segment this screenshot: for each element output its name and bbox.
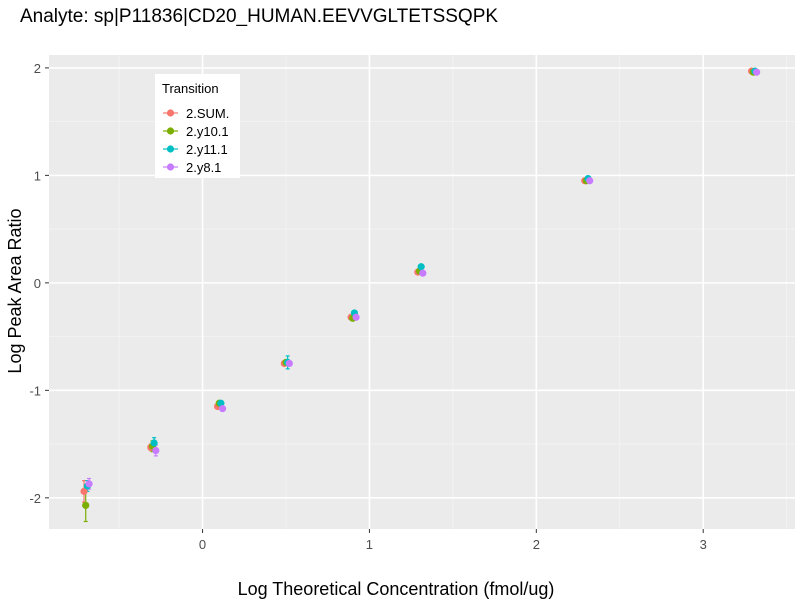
data-point <box>352 313 360 321</box>
legend-key-point <box>166 109 175 117</box>
data-points <box>80 67 761 509</box>
data-point <box>417 263 425 271</box>
data-point <box>82 501 90 509</box>
data-point <box>285 359 293 368</box>
data-point <box>152 446 160 455</box>
legend-item-label: 2.y8.1 <box>186 160 221 175</box>
data-point <box>753 68 761 76</box>
x-tick-label: 0 <box>199 537 206 552</box>
data-point <box>150 439 158 447</box>
chart-title: Analyte: sp|P11836|CD20_HUMAN.EEVVGLTETS… <box>20 6 498 27</box>
x-axis-label: Log Theoretical Concentration (fmol/ug) <box>238 579 555 599</box>
data-point <box>80 487 88 495</box>
legend: Transition 2.SUM. 2.y10.1 2.y11.1 2.y8.1 <box>155 74 240 178</box>
y-tick-label: -1 <box>29 383 41 398</box>
data-point <box>419 269 427 277</box>
y-tick-label: -2 <box>29 491 41 506</box>
x-tick-label: 3 <box>700 537 707 552</box>
legend-item-label: 2.y10.1 <box>186 124 229 139</box>
data-point <box>85 480 93 488</box>
legend-key-point <box>166 127 175 135</box>
legend-box <box>155 74 240 178</box>
axis-ticks: 0 1 2 3 -2 -1 0 1 2 <box>29 61 706 552</box>
legend-title: Transition <box>162 81 219 96</box>
legend-key-point <box>166 145 175 153</box>
legend-item: 2.y10.1 <box>163 124 229 139</box>
y-tick-label: 0 <box>34 276 41 291</box>
y-tick-label: 2 <box>34 61 41 76</box>
x-tick-label: 1 <box>366 537 373 552</box>
legend-item: 2.y8.1 <box>163 160 221 175</box>
data-point <box>586 177 594 185</box>
legend-item-label: 2.y11.1 <box>186 142 228 157</box>
x-tick-label: 2 <box>533 537 540 552</box>
legend-key-point <box>166 163 175 171</box>
legend-item-label: 2.SUM. <box>186 106 229 121</box>
legend-item: 2.SUM. <box>163 106 229 121</box>
data-point <box>218 405 227 413</box>
y-tick-label: 1 <box>34 168 41 183</box>
y-axis-label: Log Peak Area Ratio <box>5 208 25 373</box>
legend-items: 2.SUM. 2.y10.1 2.y11.1 2.y8.1 <box>163 106 229 175</box>
legend-item: 2.y11.1 <box>163 142 228 157</box>
